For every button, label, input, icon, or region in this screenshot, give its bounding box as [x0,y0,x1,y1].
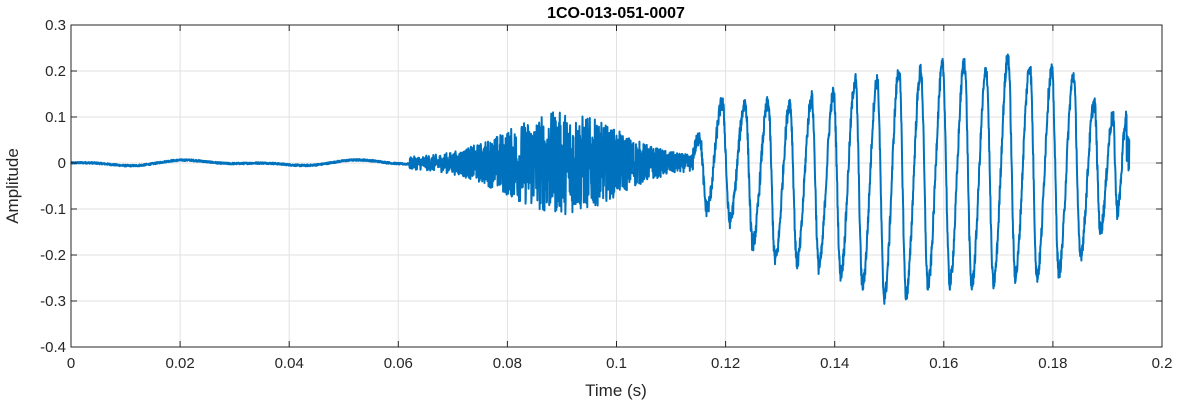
y-axis-label: Amplitude [3,148,22,224]
x-tick-label: 0.12 [711,355,740,372]
chart-title: 1CO-013-051-0007 [547,5,685,22]
y-tick-label: 0.3 [45,17,66,34]
y-tick-label: 0.2 [45,63,66,80]
x-tick-label: 0.2 [1152,355,1173,372]
y-tick-label: -0.3 [40,293,66,310]
y-tick-label: 0.1 [45,109,66,126]
y-tick-label: 0 [58,155,66,172]
tick-marks [70,24,1163,348]
x-tick-label: 0.1 [606,355,627,372]
x-tick-labels: 0 0.02 0.04 0.06 0.08 0.1 0.12 0.14 0.16 0.18 0.2 [67,355,1173,372]
y-tick-labels: -0.4 -0.3 -0.2 -0.1 0 0.1 0.2 0.3 [40,17,66,356]
x-tick-label: 0.02 [165,355,194,372]
x-tick-label: 0.08 [493,355,522,372]
x-tick-label: 0.04 [275,355,304,372]
amplitude-series-line [70,53,1131,305]
x-tick-label: 0.06 [384,355,413,372]
x-axis-label: Time (s) [585,381,647,400]
x-tick-label: 0.18 [1038,355,1067,372]
y-tick-label: -0.2 [40,247,66,264]
y-tick-label: -0.4 [40,339,66,356]
x-tick-label: 0.16 [929,355,958,372]
x-tick-label: 0 [67,355,75,372]
series-group [70,53,1131,305]
y-tick-label: -0.1 [40,201,66,218]
x-tick-label: 0.14 [820,355,849,372]
